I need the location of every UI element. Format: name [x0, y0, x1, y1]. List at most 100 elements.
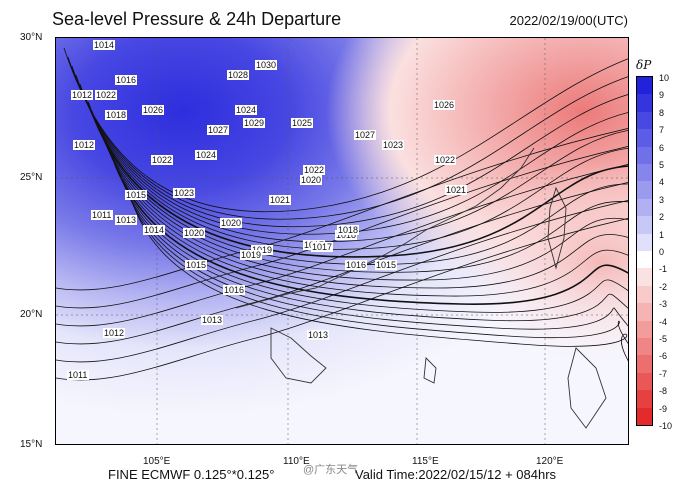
- coastline-segment: [235, 147, 535, 309]
- isobar-label: 1018: [106, 110, 126, 120]
- isobar-label: 1020: [301, 175, 321, 185]
- isobar: [83, 92, 628, 250]
- isobar: [119, 173, 628, 322]
- isobar-label: 1011: [68, 370, 87, 380]
- colorbar-tick: -7: [659, 368, 668, 379]
- isobar-label-bg: [255, 60, 277, 70]
- isobar-label-bg: [445, 185, 467, 195]
- isobar: [56, 146, 628, 309]
- isobar-label: 1013: [308, 330, 328, 340]
- colorbar-cell: [637, 407, 652, 426]
- colorbar-tick: 3: [659, 194, 665, 205]
- isobar-label: 1015: [126, 190, 146, 200]
- isobar-label: 1023: [383, 140, 403, 150]
- isobar-label-bg: [303, 165, 325, 175]
- colorbar-cell: [637, 285, 652, 304]
- isobar-label: 1014: [94, 40, 114, 50]
- isobar-label-bg: [151, 155, 173, 165]
- lat-label-15: 15°N: [20, 439, 43, 450]
- isobar-label-bg: [337, 225, 359, 235]
- isobar-label-bg: [142, 105, 164, 115]
- isobar-label: 1014: [144, 225, 164, 235]
- chart-title: Sea-level Pressure & 24h Departure: [52, 9, 342, 29]
- isobar-label: 1011: [92, 210, 111, 220]
- isobar-label: 1018: [338, 225, 358, 235]
- colorbar-cell: [637, 146, 652, 165]
- isobar: [95, 119, 628, 273]
- isobar: [107, 146, 628, 297]
- coastline: [235, 147, 607, 429]
- colorbar-tick: 9: [659, 90, 665, 101]
- colorbar-title: δP: [636, 58, 652, 72]
- isobar: [63, 47, 628, 213]
- gridlines: [56, 38, 628, 444]
- isobar-label-bg: [227, 70, 249, 80]
- isobar-label-bg: [143, 225, 165, 235]
- isobar: [56, 200, 628, 363]
- isobar-label-bg: [243, 118, 265, 128]
- isobar-label: 1020: [221, 218, 241, 228]
- isobar-label-bg: [183, 228, 205, 238]
- isobar-label-bg: [291, 118, 313, 128]
- colorbar-tick: -5: [659, 334, 668, 344]
- isobar-label-bg: [311, 242, 333, 252]
- colorbar-cell: [637, 251, 652, 269]
- isobar-label-bg: [307, 330, 329, 340]
- colorbar-tick: -4: [659, 316, 668, 327]
- isobar-label-bg: [173, 188, 195, 198]
- colorbar-cell: [637, 216, 652, 235]
- coastline-segment: [423, 357, 437, 384]
- colorbar-cell: [637, 355, 652, 374]
- colorbar-cell: [637, 129, 652, 148]
- isobar-label: 1022: [96, 90, 116, 100]
- colorbar-tick: 7: [659, 125, 665, 136]
- isobar-label: 1025: [292, 118, 312, 128]
- isobar-label: 1021: [446, 185, 466, 195]
- isobar-label-bg: [71, 90, 93, 100]
- isobar: [87, 101, 628, 258]
- isobar-label: 1020: [184, 228, 204, 238]
- coastline-segment: [567, 347, 607, 429]
- isobar-label: 1015: [186, 260, 206, 270]
- colorbar-tick: -6: [659, 351, 668, 362]
- isobar-label: 1017: [312, 242, 332, 252]
- isobar-label: 1029: [244, 118, 264, 128]
- isobar-label: 1022: [435, 155, 455, 165]
- isobar: [111, 155, 628, 305]
- colorbar-tick: 1: [659, 229, 665, 240]
- colorbar-tick: -9: [659, 403, 668, 414]
- isobar-label: 1028: [228, 70, 248, 80]
- isobar-label-bg: [91, 210, 113, 220]
- colorbar-cell: [637, 268, 652, 287]
- isobar-label-bg: [207, 125, 229, 135]
- chart-datetime: 2022/02/19/00(UTC): [509, 13, 628, 28]
- colorbar-tick: -8: [659, 386, 668, 397]
- colorbar-cell: [637, 94, 652, 113]
- colorbar-tick: 6: [659, 142, 665, 153]
- lat-label-30: 30°N: [20, 32, 43, 43]
- isobar-label-bg: [95, 90, 117, 100]
- isobar: [103, 137, 628, 289]
- isobar-label-bg: [115, 75, 137, 85]
- isobar-label-bg: [185, 260, 207, 270]
- isobar-label-bg: [269, 195, 291, 205]
- valid-time: Valid Time:2022/02/15/12 + 084hrs: [355, 467, 557, 482]
- pressure-map: 1014 1016 1022 1012 1018 1026 1028 1030 1027 1029…: [55, 37, 629, 445]
- colorbar-cell: [637, 111, 652, 130]
- watermark: @广东天气: [303, 464, 359, 476]
- coastline-segment: [547, 186, 567, 270]
- isobar-label: 1022: [152, 155, 172, 165]
- isobar-label-bg: [375, 260, 397, 270]
- colorbar-tick: 5: [659, 160, 665, 170]
- lon-label-105: 105°E: [143, 456, 171, 467]
- isobar-label: 1026: [143, 105, 163, 115]
- isobar: [56, 182, 628, 345]
- model-caption: FINE ECMWF 0.125°*0.125°: [108, 467, 275, 482]
- colorbar-tick: 8: [659, 107, 665, 118]
- isobar-label: 1026: [434, 100, 454, 110]
- isobar: [131, 200, 628, 362]
- isobar-label-bg: [235, 105, 257, 115]
- isobar-label: 1023: [174, 188, 194, 198]
- colorbar-tick: -1: [659, 264, 668, 275]
